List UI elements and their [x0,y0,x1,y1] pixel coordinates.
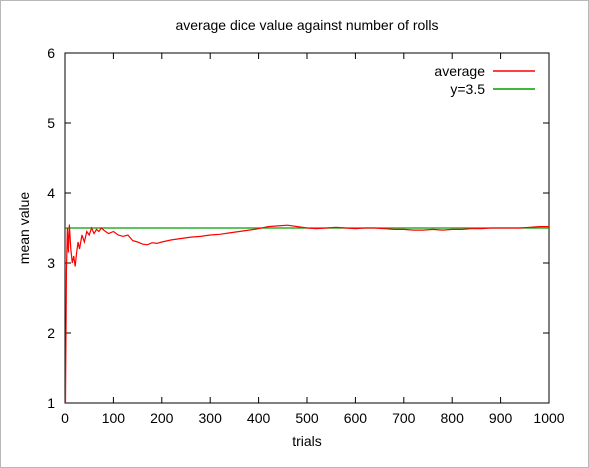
x-tick-label: 800 [441,410,465,426]
legend: average y=3.5 [434,63,535,97]
y-tick-label: 2 [47,325,55,341]
x-tick-label: 900 [489,410,513,426]
y-tick-label: 6 [47,45,55,61]
y-tick-label: 1 [47,395,55,411]
legend-label: y=3.5 [450,81,485,97]
x-tick-label: 0 [61,410,69,426]
chart-title: average dice value against number of rol… [175,17,438,33]
x-tick-label: 700 [392,410,416,426]
x-tick-label: 100 [102,410,126,426]
y-axis: 1 2 3 4 5 6 [47,45,549,411]
y-tick-label: 4 [47,185,55,201]
y-tick-label: 3 [47,255,55,271]
x-tick-label: 600 [344,410,368,426]
x-axis: 0 100 200 300 400 500 600 700 800 900 1000 [61,53,565,426]
series-layer [64,224,549,404]
legend-label: average [434,63,485,79]
y-axis-label: mean value [16,192,32,265]
x-tick-label: 200 [150,410,174,426]
y-tick-label: 5 [47,115,55,131]
x-tick-label: 500 [295,410,319,426]
series-line-average [64,224,549,404]
x-tick-label: 400 [247,410,271,426]
x-axis-label: trials [292,433,322,449]
x-tick-label: 1000 [533,410,564,426]
x-tick-label: 300 [199,410,223,426]
